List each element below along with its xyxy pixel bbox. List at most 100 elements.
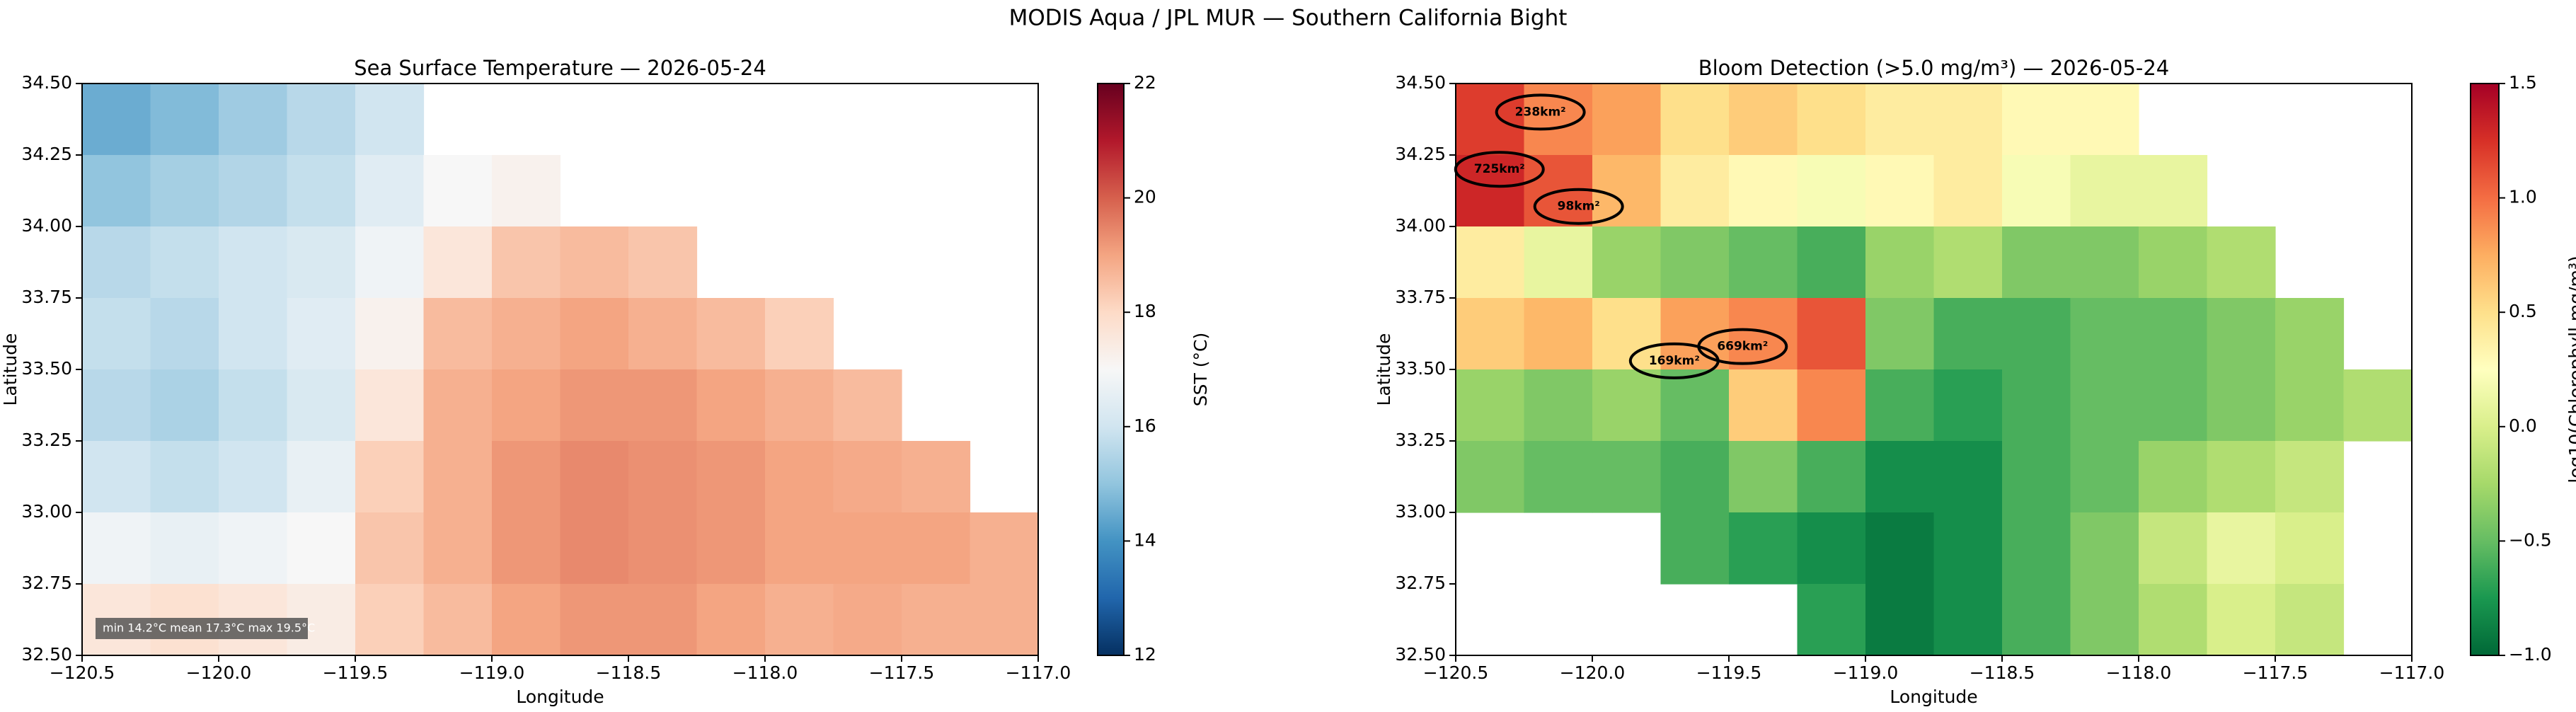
heat-cell bbox=[1456, 155, 1525, 227]
heat-cell bbox=[2139, 512, 2208, 585]
heat-cell bbox=[1456, 441, 1525, 513]
heat-cell bbox=[150, 512, 219, 585]
heat-cell bbox=[355, 298, 425, 370]
heat-cell bbox=[2070, 584, 2139, 656]
y-tick-label: 34.25 bbox=[21, 144, 72, 164]
heat-cell bbox=[287, 226, 356, 299]
y-tick-label: 33.75 bbox=[21, 287, 72, 307]
axes-title: Sea Surface Temperature — 2026-05-24 bbox=[354, 56, 766, 80]
x-tick-label: −119.0 bbox=[1833, 662, 1899, 683]
heat-cell bbox=[1797, 512, 1866, 585]
heat-cell bbox=[287, 369, 356, 442]
heat-cell bbox=[219, 512, 288, 585]
heat-cell bbox=[2070, 369, 2139, 442]
heat-cell bbox=[2207, 441, 2276, 513]
heat-cell bbox=[423, 298, 493, 370]
heat-cell bbox=[355, 155, 425, 227]
heat-cell bbox=[2002, 226, 2071, 299]
x-tick-label: −120.5 bbox=[1423, 662, 1489, 683]
heat-cell bbox=[2070, 298, 2139, 370]
heat-cell bbox=[1865, 441, 1935, 513]
colorbar-tick-label: 0.5 bbox=[2509, 301, 2537, 321]
heat-cell bbox=[355, 441, 425, 513]
heat-cell bbox=[970, 512, 1039, 585]
heat-cell bbox=[628, 512, 698, 585]
colorbar-tick-label: 22 bbox=[1134, 72, 1156, 93]
heat-cell bbox=[1933, 298, 2003, 370]
colorbar-tick-label: 0.0 bbox=[2509, 415, 2537, 436]
heat-cell bbox=[219, 155, 288, 227]
heat-cell bbox=[355, 512, 425, 585]
y-tick-label: 34.50 bbox=[1395, 72, 1446, 93]
heat-cell bbox=[628, 584, 698, 656]
heat-cell bbox=[1797, 298, 1866, 370]
heat-cell bbox=[628, 298, 698, 370]
heat-cell bbox=[765, 441, 834, 513]
colorbar-tick-label: −0.5 bbox=[2509, 529, 2552, 550]
heat-cell bbox=[1524, 441, 1593, 513]
heat-cell bbox=[833, 512, 902, 585]
colorbar-tick-label: 1.0 bbox=[2509, 187, 2537, 207]
heat-cell bbox=[219, 369, 288, 442]
heat-cell bbox=[492, 298, 561, 370]
x-axis-label: Longitude bbox=[516, 687, 604, 707]
heat-cell bbox=[833, 369, 902, 442]
heat-cell bbox=[2139, 226, 2208, 299]
heat-cell bbox=[1729, 155, 1798, 227]
heat-cell bbox=[1797, 84, 1866, 156]
heat-cell bbox=[1524, 298, 1593, 370]
heat-cell bbox=[2070, 84, 2139, 156]
x-axis-label: Longitude bbox=[1890, 687, 1977, 707]
bloom-contour bbox=[1628, 342, 1720, 379]
heat-cell bbox=[1865, 298, 1935, 370]
heat-cell bbox=[492, 512, 561, 585]
heat-cell bbox=[2207, 369, 2276, 442]
colorbar-tick-label: 20 bbox=[1134, 187, 1156, 207]
heat-cell bbox=[2002, 369, 2071, 442]
heat-cell bbox=[1933, 512, 2003, 585]
heat-cell bbox=[492, 584, 561, 656]
heat-cell bbox=[150, 441, 219, 513]
heat-cell bbox=[219, 441, 288, 513]
colorbar-tick-label: 16 bbox=[1134, 415, 1156, 436]
heat-cell bbox=[1524, 226, 1593, 299]
heat-cell bbox=[1933, 84, 2003, 156]
colorbar-label: log10(Chlorophyll mg/m³) bbox=[2565, 255, 2576, 483]
heat-cell bbox=[150, 226, 219, 299]
heat-cell bbox=[355, 84, 425, 156]
heat-cell bbox=[696, 441, 766, 513]
heat-cell bbox=[82, 512, 151, 585]
bloom-contour bbox=[1495, 93, 1586, 131]
heat-cell bbox=[1865, 369, 1935, 442]
heat-cell bbox=[423, 369, 493, 442]
heat-cell bbox=[2139, 155, 2208, 227]
y-tick-label: 34.00 bbox=[1395, 215, 1446, 236]
y-tick-label: 33.75 bbox=[1395, 287, 1446, 307]
heat-cell bbox=[2002, 441, 2071, 513]
heat-cell bbox=[287, 155, 356, 227]
heat-cell bbox=[2070, 512, 2139, 585]
heat-cell bbox=[833, 441, 902, 513]
heat-cell bbox=[696, 584, 766, 656]
heat-cell bbox=[492, 226, 561, 299]
heat-cell bbox=[970, 584, 1039, 656]
heat-cell bbox=[1592, 298, 1662, 370]
heat-cell bbox=[287, 512, 356, 585]
colorbar-tick-label: −1.0 bbox=[2509, 644, 2552, 665]
heat-cell bbox=[150, 298, 219, 370]
y-tick-label: 34.00 bbox=[21, 215, 72, 236]
heat-cell bbox=[1592, 369, 1662, 442]
heat-cell bbox=[1456, 84, 1525, 156]
heat-cell bbox=[560, 226, 629, 299]
heat-cell bbox=[1933, 226, 2003, 299]
y-tick-label: 34.25 bbox=[1395, 144, 1446, 164]
y-axis-label: Latitude bbox=[0, 333, 21, 406]
heat-cell bbox=[82, 84, 151, 156]
heat-cell bbox=[1660, 226, 1730, 299]
y-tick-label: 32.75 bbox=[1395, 573, 1446, 593]
heat-cell bbox=[2002, 512, 2071, 585]
y-tick-label: 32.50 bbox=[1395, 644, 1446, 665]
heat-cell bbox=[2139, 441, 2208, 513]
heat-cell bbox=[82, 298, 151, 370]
